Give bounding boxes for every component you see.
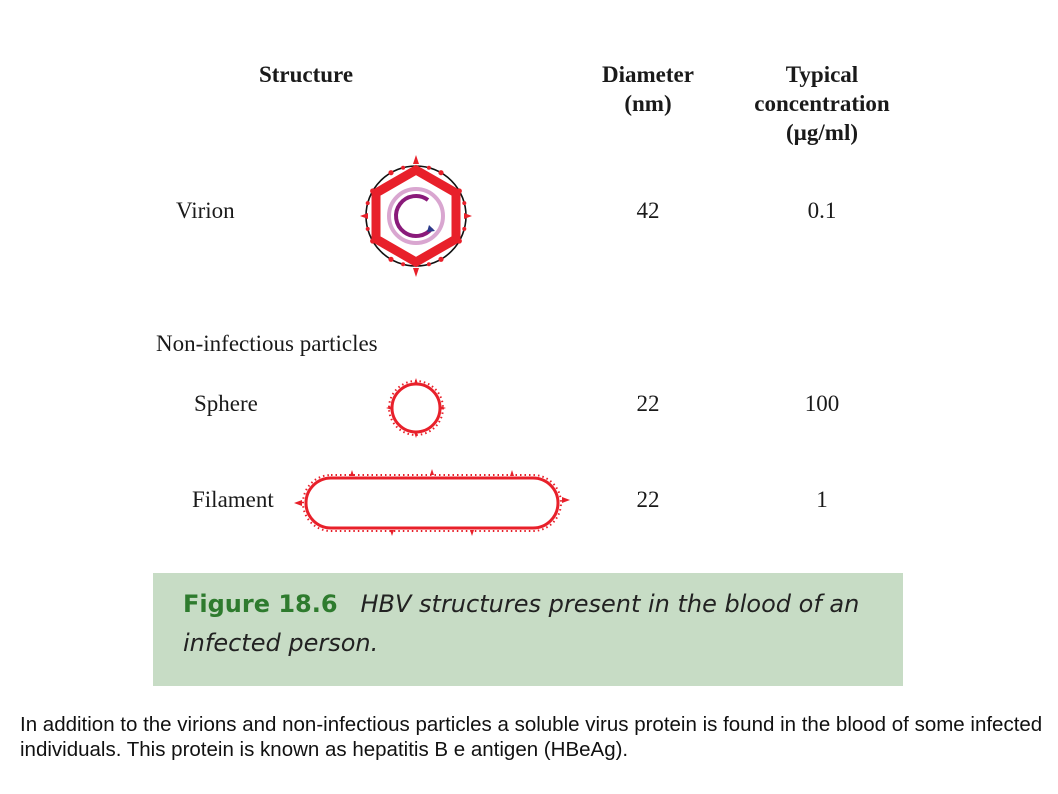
row-diameter-virion: 42 <box>636 198 660 223</box>
caption-line-1: Figure 18.6 HBV structures present in th… <box>183 590 859 618</box>
row-concentration-sphere: 100 <box>804 391 840 416</box>
virion-icon <box>360 155 472 277</box>
filament-particle-icon <box>294 469 570 536</box>
header-structure: Structure <box>258 62 354 87</box>
sphere-particle-icon <box>386 378 446 438</box>
row-label-virion: Virion <box>176 198 235 223</box>
figure-caption: Figure 18.6 HBV structures present in th… <box>153 573 903 686</box>
row-concentration-filament: 1 <box>816 487 828 512</box>
header-diameter: Diameter (nm) <box>602 62 694 116</box>
header-concentration: Typical concentration (µg/ml) <box>754 62 890 145</box>
row-label-sphere: Sphere <box>194 391 258 416</box>
row-diameter-sphere: 22 <box>636 391 660 416</box>
explanatory-note: In addition to the virions and non-infec… <box>20 713 1043 761</box>
row-label-filament: Filament <box>192 487 274 512</box>
row-diameter-filament: 22 <box>636 487 660 512</box>
figure-label: Figure 18.6 <box>183 590 338 618</box>
section-label-noninfectious: Non-infectious particles <box>156 331 378 356</box>
caption-text-line-1: HBV structures present in the blood of a… <box>360 590 860 618</box>
row-concentration-virion: 0.1 <box>807 198 837 223</box>
caption-line-2: infected person. <box>183 629 379 657</box>
